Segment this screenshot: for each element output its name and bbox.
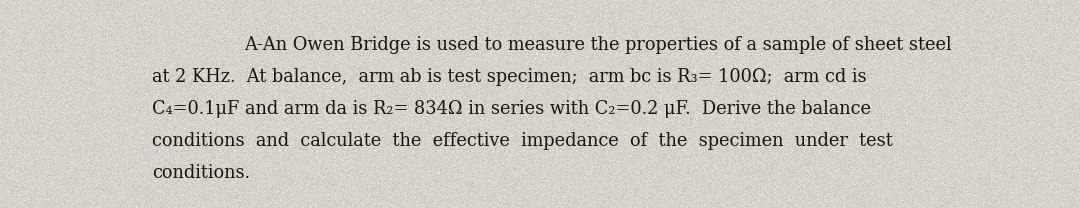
Text: conditions.: conditions. <box>151 164 249 182</box>
Text: conditions  and  calculate  the  effective  impedance  of  the  specimen  under : conditions and calculate the effective i… <box>151 132 892 150</box>
Text: at 2 KHz.  At balance,  arm ab is test specimen;  arm bc is R₃= 100Ω;  arm cd is: at 2 KHz. At balance, arm ab is test spe… <box>151 68 866 86</box>
Text: C₄=0.1μF and arm da is R₂= 834Ω in series with C₂=0.2 μF.  Derive the balance: C₄=0.1μF and arm da is R₂= 834Ω in serie… <box>151 100 870 118</box>
Text: A-An Owen Bridge is used to measure the properties of a sample of sheet steel: A-An Owen Bridge is used to measure the … <box>244 36 951 54</box>
